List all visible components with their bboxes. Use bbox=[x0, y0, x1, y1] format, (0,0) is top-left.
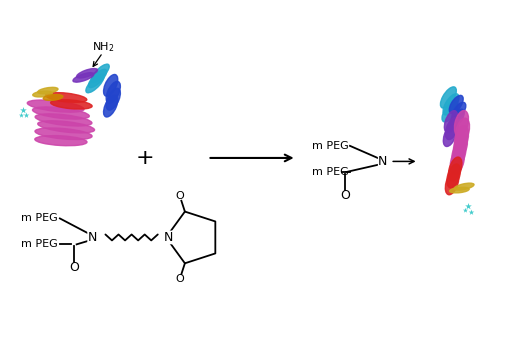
Text: NH$_2$: NH$_2$ bbox=[91, 41, 114, 54]
Ellipse shape bbox=[35, 128, 92, 139]
Ellipse shape bbox=[33, 91, 52, 97]
Ellipse shape bbox=[449, 95, 463, 113]
Ellipse shape bbox=[449, 187, 469, 193]
Ellipse shape bbox=[50, 100, 92, 109]
Text: N: N bbox=[164, 231, 173, 244]
Point bbox=[460, 207, 469, 213]
Ellipse shape bbox=[77, 69, 98, 78]
Ellipse shape bbox=[86, 75, 104, 93]
Ellipse shape bbox=[456, 118, 469, 144]
Ellipse shape bbox=[73, 73, 94, 82]
Ellipse shape bbox=[103, 75, 118, 96]
Text: O: O bbox=[340, 189, 350, 202]
Ellipse shape bbox=[452, 141, 466, 167]
Text: N: N bbox=[88, 231, 97, 244]
Text: O: O bbox=[175, 191, 184, 201]
Point bbox=[467, 209, 475, 214]
Ellipse shape bbox=[38, 87, 58, 94]
Point bbox=[22, 113, 30, 118]
Text: O: O bbox=[175, 274, 184, 284]
Ellipse shape bbox=[33, 107, 89, 119]
Ellipse shape bbox=[450, 149, 464, 174]
Ellipse shape bbox=[106, 88, 120, 110]
Ellipse shape bbox=[445, 118, 459, 139]
Ellipse shape bbox=[454, 183, 474, 190]
Ellipse shape bbox=[91, 64, 109, 83]
Ellipse shape bbox=[38, 121, 94, 133]
Ellipse shape bbox=[445, 171, 459, 195]
Ellipse shape bbox=[43, 94, 63, 100]
Point bbox=[464, 204, 472, 209]
Ellipse shape bbox=[440, 87, 456, 108]
Ellipse shape bbox=[444, 111, 458, 133]
Ellipse shape bbox=[450, 109, 464, 127]
Ellipse shape bbox=[106, 82, 120, 103]
Text: m PEG: m PEG bbox=[312, 141, 349, 151]
Text: m PEG: m PEG bbox=[20, 239, 57, 249]
Ellipse shape bbox=[35, 114, 92, 126]
Text: m PEG: m PEG bbox=[312, 167, 349, 177]
Point bbox=[18, 107, 27, 112]
Ellipse shape bbox=[442, 101, 458, 122]
Ellipse shape bbox=[46, 93, 87, 102]
Text: m PEG: m PEG bbox=[20, 213, 57, 223]
Ellipse shape bbox=[89, 69, 107, 87]
Ellipse shape bbox=[443, 94, 459, 115]
Ellipse shape bbox=[448, 157, 462, 181]
Text: N: N bbox=[378, 155, 387, 168]
Ellipse shape bbox=[35, 136, 87, 146]
Point bbox=[16, 112, 25, 118]
Text: +: + bbox=[135, 148, 154, 168]
Ellipse shape bbox=[443, 125, 457, 146]
Ellipse shape bbox=[452, 102, 466, 120]
Ellipse shape bbox=[447, 164, 460, 188]
Ellipse shape bbox=[455, 111, 468, 136]
Text: O: O bbox=[69, 261, 79, 274]
Ellipse shape bbox=[455, 126, 468, 151]
Ellipse shape bbox=[454, 133, 467, 159]
Ellipse shape bbox=[27, 100, 84, 112]
Ellipse shape bbox=[103, 95, 118, 117]
